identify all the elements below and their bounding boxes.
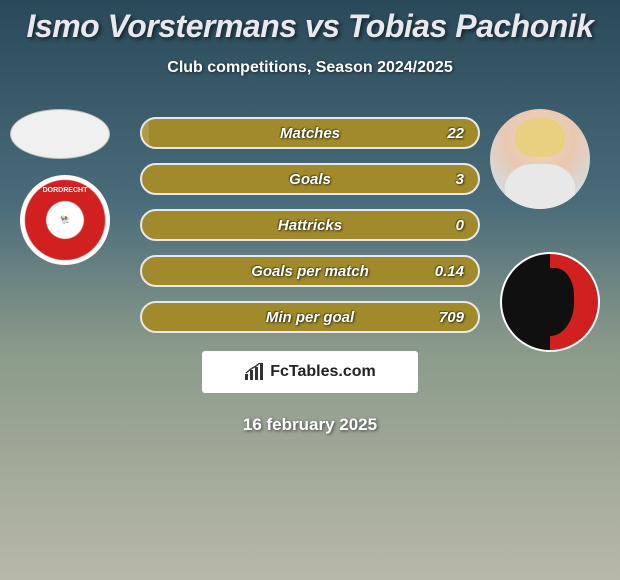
stat-bar: Goals3: [140, 163, 480, 195]
club-right-emblem: [526, 268, 574, 335]
stat-bar-label: Matches: [142, 119, 478, 147]
player-left-avatar: [10, 109, 110, 159]
stats-bars: Matches22 Goals3 Hattricks0 Goals per match…: [140, 117, 480, 333]
stat-bar: Min per goal709: [140, 301, 480, 333]
comparison-panel: DORDRECHT 🐏 Matches22 Goals3 Hattricks0 Goa…: [0, 117, 620, 333]
stat-bar: Matches22: [140, 117, 480, 149]
stat-bar-label: Hattricks: [142, 211, 478, 239]
page-title: Ismo Vorstermans vs Tobias Pachonik: [0, 0, 620, 45]
stat-bar-value: 3: [456, 165, 464, 193]
player-right-avatar: [490, 109, 590, 209]
stat-bar-value: 0: [456, 211, 464, 239]
club-left-label: DORDRECHT 🐏: [60, 216, 70, 224]
stat-bar-value: 22: [447, 119, 464, 147]
stat-bar: Hattricks0: [140, 209, 480, 241]
snapshot-date: 16 february 2025: [0, 415, 620, 435]
stat-bar-value: 709: [439, 303, 464, 331]
stat-bar-label: Min per goal: [142, 303, 478, 331]
stat-bar: Goals per match0.14: [140, 255, 480, 287]
club-left-badge: DORDRECHT 🐏: [20, 175, 110, 265]
stat-bar-label: Goals: [142, 165, 478, 193]
brand-box[interactable]: FcTables.com: [202, 351, 418, 393]
bars-chart-icon: [244, 363, 264, 381]
stat-bar-label: Goals per match: [142, 257, 478, 285]
club-right-badge: [500, 252, 600, 352]
subtitle-competition: Club competitions, Season 2024/2025: [0, 59, 620, 77]
brand-text: FcTables.com: [270, 363, 376, 381]
stat-bar-value: 0.14: [435, 257, 464, 285]
